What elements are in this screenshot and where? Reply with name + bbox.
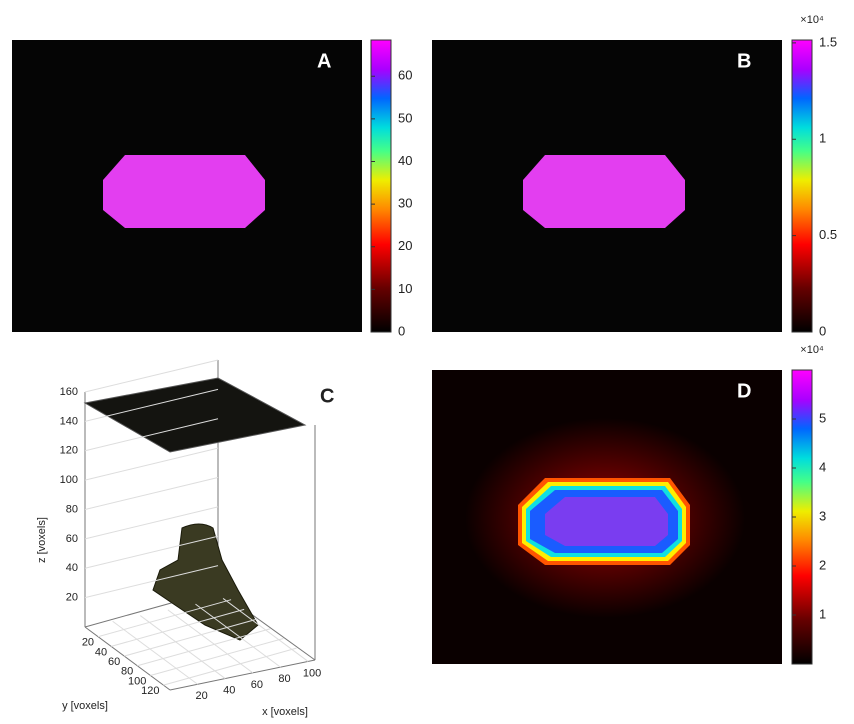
panel-label: D: [737, 380, 751, 402]
tumor-surface: [152, 523, 259, 641]
z-tick-label: 80: [66, 503, 78, 515]
x-tick-label: 80: [278, 673, 290, 685]
grid-line: [84, 477, 219, 510]
colorbar-tick-label: 1: [819, 131, 826, 146]
z-axis-label: z [voxels]: [36, 517, 48, 563]
grid-line: [137, 628, 271, 667]
colorbar-tick-label: 30: [398, 196, 412, 211]
grid-line: [167, 609, 254, 674]
y-tick-label: 80: [121, 666, 133, 678]
colorbar-tick-label: 3: [819, 508, 826, 523]
colorbar-tick-label: 1: [819, 606, 826, 621]
grid-line: [163, 647, 297, 686]
grid-line: [84, 447, 219, 481]
grid-line: [84, 565, 219, 599]
x-tick-label: 40: [223, 684, 235, 696]
grid-line: [84, 359, 219, 393]
x-axis-label: x [voxels]: [262, 706, 308, 718]
grid-line: [84, 388, 219, 422]
y-axis-label: y [voxels]: [62, 700, 108, 712]
blob-a: [103, 155, 265, 228]
colorbar-tick-label: 4: [819, 459, 826, 474]
x-tick-label: 60: [251, 679, 263, 691]
grid-line: [97, 599, 232, 638]
x-tick-label: 100: [303, 667, 321, 679]
z-tick-label: 120: [60, 445, 78, 457]
grid-line: [84, 506, 219, 540]
grid-line: [195, 603, 281, 668]
panel-label: A: [317, 50, 331, 72]
colorbar-exponent: ×10⁴: [800, 344, 824, 356]
colorbar-tick-label: 0: [398, 323, 405, 338]
grid-line: [84, 418, 219, 452]
colorbar-tick-label: 1.5: [819, 34, 837, 49]
grid-line: [139, 615, 226, 679]
colorbar-b: [791, 39, 813, 333]
colorbar-tick-label: 50: [398, 110, 412, 125]
grid-line: [124, 618, 258, 657]
colorbar-tick-label: 10: [398, 281, 412, 296]
panel-label: B: [737, 50, 751, 72]
grid-line: [222, 598, 309, 662]
colorbar-tick-label: 40: [398, 153, 412, 168]
y-tick-label: 20: [82, 637, 94, 649]
colorbar-tick-label: 2: [819, 557, 826, 572]
y-tick-label: 40: [95, 646, 107, 658]
y-tick-label: 120: [141, 685, 159, 697]
z-tick-label: 60: [66, 533, 78, 545]
colorbar-tick-label: 5: [819, 410, 826, 425]
z-tick-label: 140: [60, 415, 78, 427]
colorbar-a: [370, 39, 392, 333]
y-tick-label: 60: [108, 656, 120, 668]
z-tick-label: 100: [60, 474, 78, 486]
grid-line: [150, 637, 284, 676]
grid-line: [112, 620, 198, 685]
colorbar-tick-label: 0: [819, 323, 826, 338]
colorbar-exponent: ×10⁴: [800, 14, 824, 26]
colorbar-tick-label: 0.5: [819, 227, 837, 242]
colorbar-tick-label: 60: [398, 68, 412, 83]
z-tick-label: 40: [66, 562, 78, 574]
plane: [83, 377, 307, 453]
panel-label: C: [320, 385, 334, 407]
blob-b: [523, 155, 685, 228]
core-d: [545, 497, 668, 546]
grid-line: [84, 535, 219, 569]
y-tick-label: 100: [128, 675, 146, 687]
grid-line: [111, 608, 245, 647]
colorbar-tick-label: 20: [398, 238, 412, 253]
x-tick-label: 20: [195, 690, 207, 702]
z-tick-label: 20: [66, 592, 78, 604]
z-tick-label: 160: [60, 386, 78, 398]
